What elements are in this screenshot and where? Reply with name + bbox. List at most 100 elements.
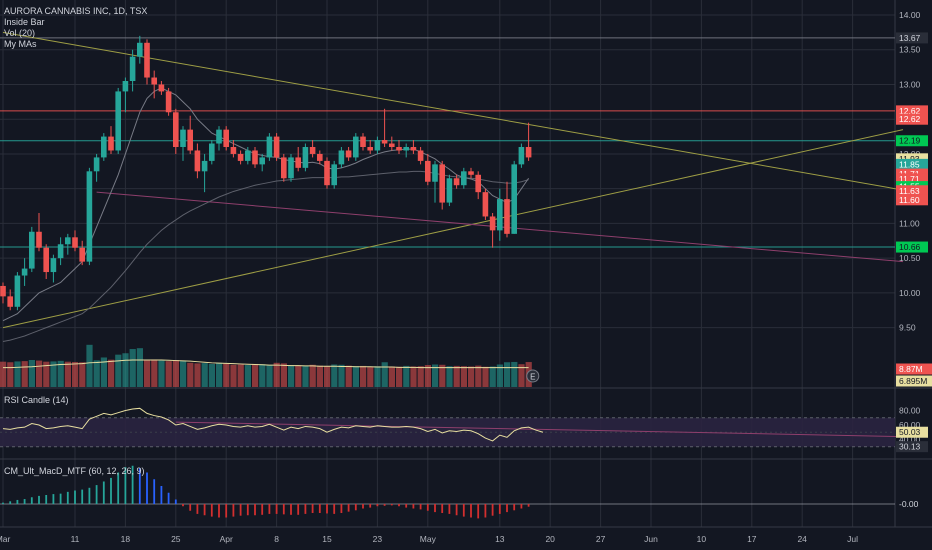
earnings-marker <box>526 369 540 383</box>
time-tick-label: 13 <box>495 534 505 544</box>
macd-histogram-bar <box>275 504 278 514</box>
candle <box>374 136 381 154</box>
macd-histogram-bar <box>174 499 177 504</box>
candle <box>165 87 172 116</box>
candle-body <box>165 91 172 113</box>
candle <box>259 153 265 172</box>
price-axis-badge <box>896 153 928 165</box>
volume-bar <box>194 363 201 387</box>
candle <box>209 140 215 165</box>
candle <box>245 147 251 165</box>
price-tick-label: 10.00 <box>899 288 921 298</box>
candle <box>410 140 417 154</box>
candle <box>302 143 309 172</box>
price-axis-badge <box>896 113 928 125</box>
volume-axis-badge-text: 6.895M <box>899 376 927 386</box>
candle <box>425 153 431 186</box>
macd-histogram-bar <box>462 504 465 517</box>
volume-bar <box>266 365 273 387</box>
volume-bar <box>43 361 50 387</box>
volume-bar <box>144 360 151 387</box>
volume-bar <box>28 360 35 387</box>
macd-histogram-bar <box>23 499 26 504</box>
candle <box>144 39 150 85</box>
candle-body <box>137 42 143 57</box>
candle <box>57 237 64 266</box>
macd-histogram-bar <box>506 504 508 513</box>
price-tick-label: 14.00 <box>899 10 921 20</box>
volume-bar <box>367 366 374 387</box>
volume-bar <box>115 354 122 387</box>
macd-histogram-bar <box>318 504 321 513</box>
candle <box>518 143 525 168</box>
candle <box>525 122 532 161</box>
candle-body <box>101 136 107 158</box>
candle-body <box>453 178 460 186</box>
candle <box>173 108 179 154</box>
volume-bar <box>273 362 280 387</box>
volume-bar <box>36 360 43 387</box>
time-tick-label: 20 <box>545 534 555 544</box>
candle <box>252 147 258 168</box>
trendline <box>2 129 904 329</box>
candle <box>36 213 42 252</box>
candle-body <box>259 157 265 165</box>
volume-bar <box>417 366 424 387</box>
candle-body <box>417 150 424 161</box>
time-tick-label: May <box>420 534 437 544</box>
candle-body <box>475 174 481 193</box>
volume-bar <box>374 366 381 387</box>
inside-bar-label: Inside Bar <box>4 17 45 27</box>
macd-histogram-bar <box>297 504 300 515</box>
volume-bar <box>100 357 107 387</box>
time-tick-label: 27 <box>596 534 606 544</box>
candle <box>324 157 330 189</box>
price-axis-badge-text: 12.62 <box>899 114 921 124</box>
candle <box>43 244 49 279</box>
macd-histogram-bar <box>347 504 350 512</box>
macd-histogram-bar <box>498 504 501 514</box>
macd-histogram-bar <box>110 477 112 504</box>
macd-histogram-bar <box>455 504 458 516</box>
volume-bar <box>403 365 410 387</box>
rsi-axis-badge <box>896 441 928 453</box>
candle <box>468 167 474 179</box>
price-axis-badge-text: 11.71 <box>899 174 920 184</box>
volume-bar <box>165 361 172 387</box>
volume-bar <box>360 365 367 387</box>
price-axis-badge <box>896 105 928 117</box>
volume-bar <box>208 363 215 387</box>
price-tick-label: 13.00 <box>899 79 921 89</box>
rsi-axis-badge-text: 30.13 <box>899 442 921 452</box>
candle-body <box>72 237 78 248</box>
macd-histogram-bar <box>491 504 494 516</box>
candle-body <box>309 147 316 154</box>
candle-body <box>180 129 186 147</box>
candle <box>482 188 489 220</box>
volume-bar <box>7 362 14 387</box>
candle-body <box>129 56 136 81</box>
candle-body <box>381 140 388 144</box>
macd-histogram-bar <box>16 499 19 504</box>
macd-histogram-bar <box>484 504 487 518</box>
volume-bar <box>475 365 482 387</box>
price-tick-label: 10.50 <box>899 253 921 263</box>
candle <box>439 160 445 210</box>
candle-body <box>0 285 6 297</box>
rsi-tick-label: 40.00 <box>899 435 921 445</box>
volume-bar <box>446 366 453 387</box>
candle-body <box>468 171 474 175</box>
macd-axis-badge-text: -0.00 <box>899 499 919 509</box>
candle-body <box>216 129 222 144</box>
volume-ma-line <box>3 359 529 369</box>
volume-bar <box>453 365 460 387</box>
candle-body <box>273 136 280 158</box>
candle-body <box>21 268 28 276</box>
candle <box>187 115 193 154</box>
candle <box>345 147 352 161</box>
volume-bar <box>331 364 338 387</box>
volume-bar <box>136 348 143 387</box>
candle <box>295 147 301 172</box>
candle <box>93 153 100 182</box>
